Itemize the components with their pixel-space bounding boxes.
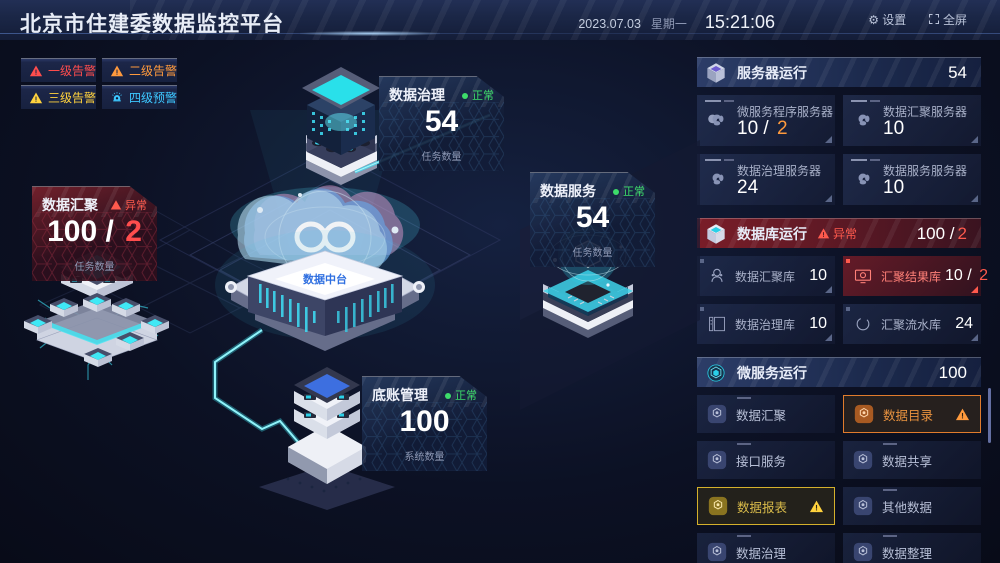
svg-text:数据中台: 数据中台 <box>303 272 347 286</box>
